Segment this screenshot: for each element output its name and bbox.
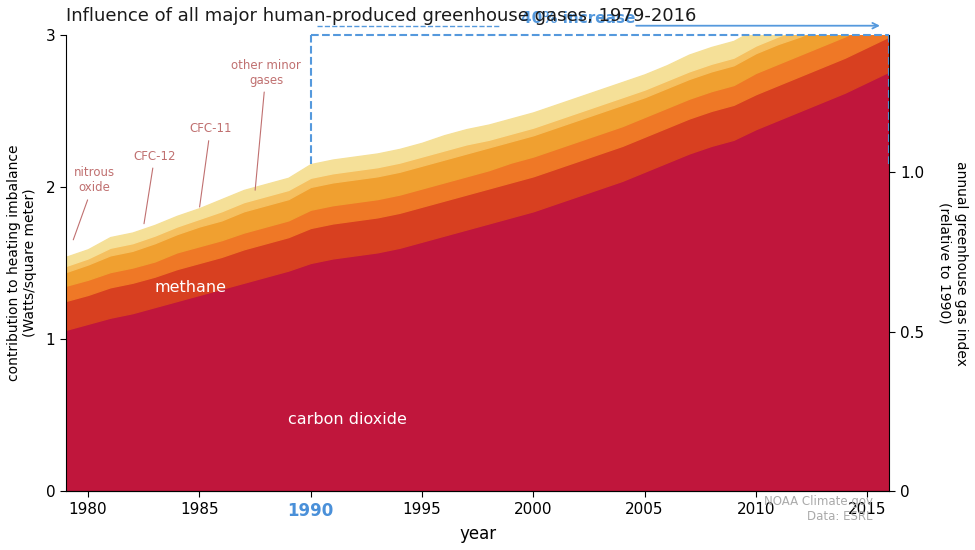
Text: CFC-11: CFC-11 [189, 122, 232, 207]
Text: carbon dioxide: carbon dioxide [289, 412, 408, 427]
Text: CFC-12: CFC-12 [134, 150, 176, 224]
Text: methane: methane [155, 280, 227, 295]
Y-axis label: contribution to heating imbalance
(Watts/square meter): contribution to heating imbalance (Watts… [7, 145, 37, 381]
Text: NOAA Climate.gov
Data: ESRL: NOAA Climate.gov Data: ESRL [763, 494, 873, 522]
Text: other minor
gases: other minor gases [231, 58, 301, 190]
Y-axis label: annual greenhouse gas index
(relative to 1990): annual greenhouse gas index (relative to… [938, 161, 968, 365]
Text: 40% increase: 40% increase [521, 10, 635, 26]
Text: Influence of all major human-produced greenhouse gases, 1979-2016: Influence of all major human-produced gr… [65, 7, 696, 25]
X-axis label: year: year [459, 525, 496, 543]
Text: nitrous
oxide: nitrous oxide [73, 167, 115, 240]
